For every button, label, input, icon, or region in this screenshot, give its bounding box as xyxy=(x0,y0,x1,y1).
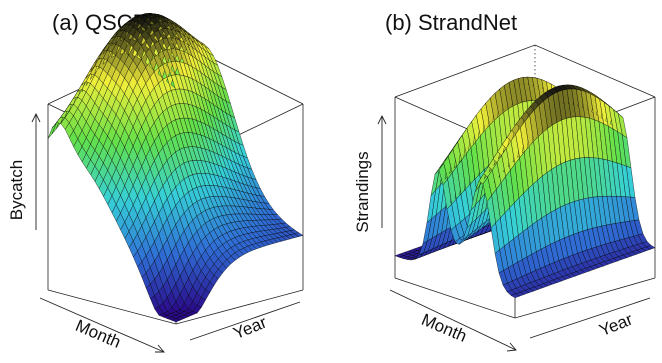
surface-facet xyxy=(645,245,656,250)
x-arrow-a xyxy=(39,297,165,353)
panel-title-b: (b) StrandNet xyxy=(385,10,517,35)
surface-a xyxy=(47,13,304,323)
xlabel-a: Month xyxy=(73,316,124,352)
panel-qscp: (a) QSCP Bycatch Month Year xyxy=(7,10,304,353)
box-b-bottom-front xyxy=(394,277,656,319)
surface-b xyxy=(394,76,656,298)
y-arrow-b xyxy=(529,297,651,339)
x-arrow-b xyxy=(389,289,517,351)
panel-strandnet: (b) StrandNet Strandings Month Year xyxy=(353,10,656,352)
zlabel-a: Bycatch xyxy=(7,160,26,220)
surface-facet xyxy=(294,232,304,237)
x-arrowhead-b xyxy=(506,342,517,352)
ylabel-a: Year xyxy=(230,313,269,344)
z-arrowhead-a xyxy=(31,112,41,123)
box-a-bottom-front xyxy=(47,289,304,325)
zlabel-b: Strandings xyxy=(353,151,372,232)
surface-facet xyxy=(47,122,57,139)
y-arrow-a xyxy=(189,301,301,341)
z-arrowhead-b xyxy=(377,114,387,125)
x-arrowhead-a xyxy=(155,344,165,353)
